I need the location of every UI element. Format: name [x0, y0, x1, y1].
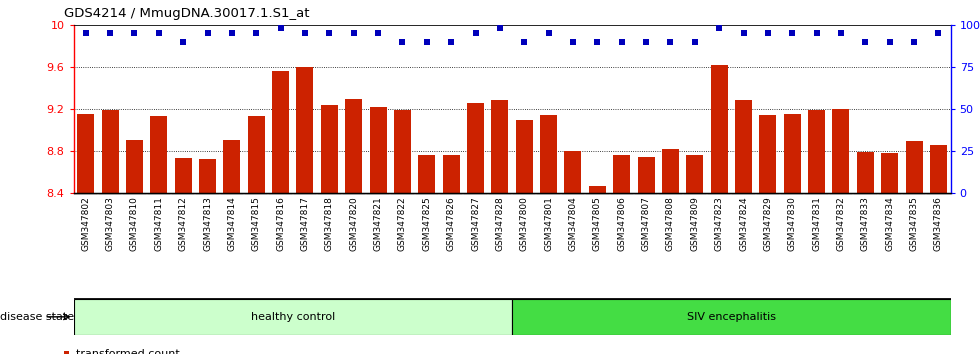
Text: disease state: disease state — [0, 312, 74, 322]
Bar — [686, 155, 704, 193]
Text: GSM347832: GSM347832 — [837, 196, 846, 251]
Bar — [418, 155, 435, 193]
Text: GSM347816: GSM347816 — [276, 196, 285, 251]
Bar — [881, 153, 899, 193]
Bar — [710, 65, 728, 193]
Text: GSM347808: GSM347808 — [666, 196, 675, 251]
Bar — [808, 110, 825, 193]
Text: GSM347820: GSM347820 — [349, 196, 358, 251]
Bar — [174, 158, 192, 193]
Bar — [930, 144, 947, 193]
Bar — [540, 115, 557, 193]
Bar — [832, 109, 850, 193]
Text: GSM347826: GSM347826 — [447, 196, 456, 251]
Bar — [223, 141, 240, 193]
Text: GSM347804: GSM347804 — [568, 196, 577, 251]
Text: GSM347800: GSM347800 — [519, 196, 529, 251]
Bar — [564, 151, 581, 193]
Bar — [638, 157, 655, 193]
Bar — [320, 105, 338, 193]
Bar — [272, 71, 289, 193]
Bar — [369, 107, 386, 193]
Bar — [857, 152, 874, 193]
Bar — [512, 299, 951, 335]
Bar — [735, 101, 752, 193]
Text: GSM347823: GSM347823 — [714, 196, 723, 251]
Bar — [199, 159, 216, 193]
Text: GSM347833: GSM347833 — [860, 196, 870, 251]
Bar — [248, 116, 265, 193]
Bar — [589, 185, 606, 193]
Text: SIV encephalitis: SIV encephalitis — [687, 312, 776, 322]
Text: GSM347801: GSM347801 — [544, 196, 553, 251]
Text: GSM347811: GSM347811 — [154, 196, 164, 251]
Text: GSM347807: GSM347807 — [642, 196, 651, 251]
Bar — [77, 114, 94, 193]
Text: GSM347809: GSM347809 — [690, 196, 700, 251]
Text: GSM347827: GSM347827 — [471, 196, 480, 251]
Bar — [345, 99, 363, 193]
Bar — [467, 103, 484, 193]
Text: GSM347813: GSM347813 — [203, 196, 212, 251]
Bar — [150, 116, 168, 193]
Text: healthy control: healthy control — [251, 312, 335, 322]
Text: GSM347835: GSM347835 — [909, 196, 918, 251]
Text: GSM347806: GSM347806 — [617, 196, 626, 251]
Bar — [760, 115, 776, 193]
Text: GSM347814: GSM347814 — [227, 196, 236, 251]
Bar — [443, 155, 460, 193]
Text: GSM347828: GSM347828 — [495, 196, 505, 251]
Text: GSM347831: GSM347831 — [812, 196, 821, 251]
Text: transformed count: transformed count — [76, 349, 179, 354]
Text: GSM347803: GSM347803 — [106, 196, 115, 251]
Text: GDS4214 / MmugDNA.30017.1.S1_at: GDS4214 / MmugDNA.30017.1.S1_at — [64, 7, 310, 20]
Text: GSM347824: GSM347824 — [739, 196, 748, 251]
Bar — [613, 155, 630, 193]
Text: GSM347829: GSM347829 — [763, 196, 772, 251]
Bar — [102, 110, 119, 193]
Text: GSM347817: GSM347817 — [301, 196, 310, 251]
Bar — [296, 67, 314, 193]
Text: GSM347810: GSM347810 — [130, 196, 139, 251]
Text: GSM347818: GSM347818 — [324, 196, 334, 251]
Text: GSM347802: GSM347802 — [81, 196, 90, 251]
Bar — [784, 114, 801, 193]
Bar — [394, 110, 411, 193]
Bar — [662, 149, 679, 193]
Bar — [491, 101, 509, 193]
Text: GSM347822: GSM347822 — [398, 196, 407, 251]
Text: GSM347815: GSM347815 — [252, 196, 261, 251]
Text: GSM347812: GSM347812 — [178, 196, 187, 251]
Bar — [515, 120, 533, 193]
Bar — [906, 142, 922, 193]
Text: GSM347821: GSM347821 — [373, 196, 382, 251]
Bar — [74, 299, 512, 335]
Text: GSM347805: GSM347805 — [593, 196, 602, 251]
Text: GSM347825: GSM347825 — [422, 196, 431, 251]
Bar — [125, 141, 143, 193]
Text: GSM347830: GSM347830 — [788, 196, 797, 251]
Text: GSM347836: GSM347836 — [934, 196, 943, 251]
Text: GSM347834: GSM347834 — [885, 196, 894, 251]
